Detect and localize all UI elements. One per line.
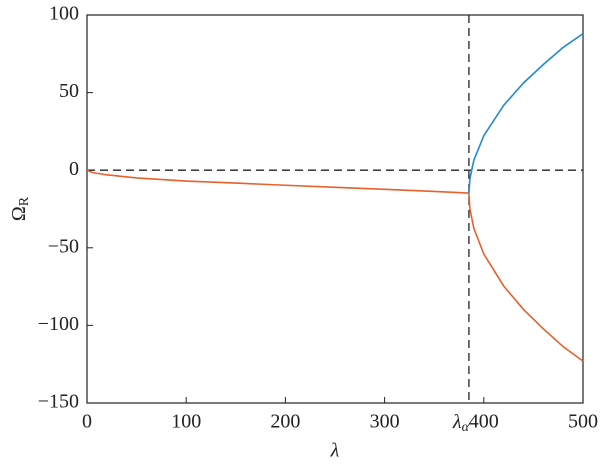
x-tick-label: 500 bbox=[568, 411, 598, 433]
series-line bbox=[86, 169, 469, 194]
y-tick-label: 100 bbox=[49, 3, 79, 25]
series-line bbox=[468, 193, 584, 362]
y-axis-label: ΩR bbox=[8, 196, 33, 221]
y-tick-label: 0 bbox=[69, 158, 79, 180]
y-tick-label: −100 bbox=[38, 313, 79, 335]
x-tick-label: 200 bbox=[270, 411, 300, 433]
vline-label-sub: α bbox=[462, 420, 470, 435]
y-tick-label: 50 bbox=[59, 80, 79, 102]
y-tick-label: −50 bbox=[48, 235, 79, 257]
x-axis-label: λ bbox=[330, 440, 340, 462]
plot-frame bbox=[86, 14, 584, 404]
y-axis-label-sub: R bbox=[17, 196, 32, 206]
x-tick-label: 300 bbox=[370, 411, 400, 433]
vline-label: λα bbox=[452, 411, 470, 436]
vline-label-main: λ bbox=[452, 411, 462, 433]
series-line bbox=[468, 32, 584, 194]
x-tick-label: 0 bbox=[82, 411, 92, 433]
x-tick-label: 400 bbox=[469, 411, 499, 433]
y-axis-label-main: Ω bbox=[8, 206, 30, 221]
y-tick-label: −150 bbox=[38, 391, 79, 413]
x-tick-label: 100 bbox=[171, 411, 201, 433]
